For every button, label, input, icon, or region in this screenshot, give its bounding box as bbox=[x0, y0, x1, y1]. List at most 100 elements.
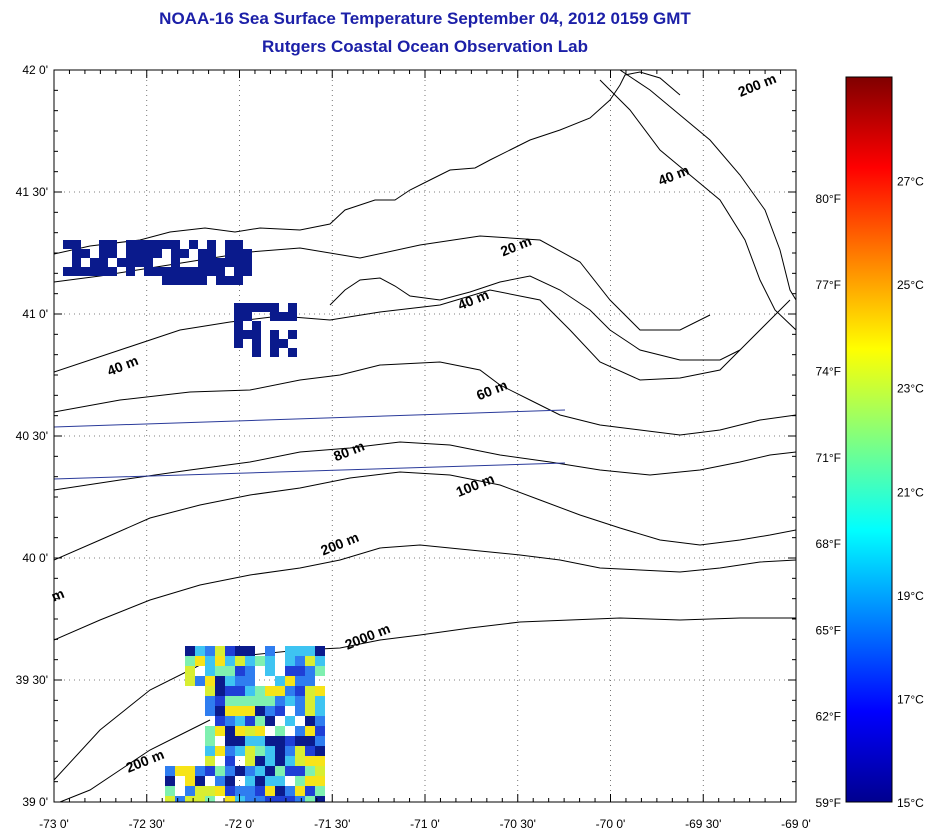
sst-pixel bbox=[225, 756, 235, 766]
sst-pixel bbox=[305, 706, 315, 716]
sst-pixel bbox=[315, 736, 325, 746]
sst-pixel bbox=[252, 321, 261, 330]
sst-pixel bbox=[162, 267, 171, 276]
sst-pixel bbox=[171, 258, 180, 267]
sst-pixel bbox=[279, 339, 288, 348]
sst-pixel bbox=[305, 736, 315, 746]
sst-pixel bbox=[245, 796, 255, 802]
contour-100m bbox=[54, 471, 796, 561]
sst-pixel bbox=[265, 716, 275, 726]
sst-pixel bbox=[185, 776, 195, 786]
sst-pixel bbox=[288, 348, 297, 357]
sst-pixel bbox=[245, 646, 255, 656]
sst-pixel bbox=[252, 348, 261, 357]
contour-200m bbox=[54, 544, 796, 641]
sst-pixel bbox=[288, 303, 297, 312]
sst-pixel bbox=[305, 696, 315, 706]
sst-pixel bbox=[215, 686, 225, 696]
lon-tick-label: -72 30' bbox=[129, 817, 165, 831]
sst-pixel bbox=[235, 716, 245, 726]
sst-pixel bbox=[225, 258, 234, 267]
sst-pixel bbox=[245, 666, 255, 676]
contour-label: 20 m bbox=[498, 233, 534, 260]
colorbar-labels: 27°C 25°C 23°C 21°C 19°C 17°C 15°C 80°F 77°F 74°F… bbox=[816, 175, 925, 810]
sst-pixel bbox=[225, 746, 235, 756]
sst-pixel bbox=[207, 249, 216, 258]
sst-pixel bbox=[81, 267, 90, 276]
sst-pixel bbox=[305, 786, 315, 796]
sst-pixel bbox=[235, 656, 245, 666]
contour-label: 2000 m bbox=[342, 620, 392, 653]
sst-pixel bbox=[295, 646, 305, 656]
sst-pixel bbox=[205, 676, 215, 686]
sst-pixel bbox=[234, 339, 243, 348]
sst-pixel bbox=[245, 716, 255, 726]
sst-pixel bbox=[99, 240, 108, 249]
colorbar-fahrenheit-label: 68°F bbox=[816, 537, 841, 551]
colorbar-fahrenheit-label: 71°F bbox=[816, 451, 841, 465]
sst-pixel bbox=[81, 249, 90, 258]
sst-pixel bbox=[215, 726, 225, 736]
sst-pixel bbox=[180, 249, 189, 258]
sst-pixel bbox=[305, 676, 315, 686]
sst-pixel bbox=[235, 706, 245, 716]
sst-pixel bbox=[195, 786, 205, 796]
lat-tick-label: 41 0' bbox=[22, 307, 48, 321]
sst-pixel bbox=[295, 656, 305, 666]
sst-pixel bbox=[285, 736, 295, 746]
sst-pixel bbox=[225, 716, 235, 726]
sst-pixel bbox=[285, 716, 295, 726]
sst-pixel bbox=[285, 786, 295, 796]
sst-pixel bbox=[235, 746, 245, 756]
sst-pixel bbox=[215, 706, 225, 716]
sst-pixel bbox=[265, 786, 275, 796]
sst-pixel bbox=[195, 646, 205, 656]
sst-pixel bbox=[265, 646, 275, 656]
sst-pixel bbox=[275, 766, 285, 776]
sst-pixel bbox=[305, 766, 315, 776]
sst-pixel bbox=[135, 258, 144, 267]
sst-pixel bbox=[225, 696, 235, 706]
sst-pixel bbox=[108, 240, 117, 249]
sst-pixel bbox=[275, 696, 285, 706]
sst-pixel bbox=[185, 766, 195, 776]
sst-pixel bbox=[126, 240, 135, 249]
sst-pixel bbox=[162, 276, 171, 285]
sst-pixel bbox=[245, 726, 255, 736]
sst-pixel bbox=[126, 249, 135, 258]
sst-pixel bbox=[205, 706, 215, 716]
sst-pixel bbox=[205, 656, 215, 666]
axis-tick-labels: -73 0' -72 30' -72 0' -71 30' -71 0' -70 30' -… bbox=[16, 63, 811, 831]
sst-pixel bbox=[275, 676, 285, 686]
sst-pixel bbox=[243, 303, 252, 312]
contour-label: 200 m bbox=[123, 746, 166, 776]
sst-pixel bbox=[285, 676, 295, 686]
sst-pixel bbox=[315, 646, 325, 656]
sst-pixel bbox=[153, 267, 162, 276]
sst-pixel bbox=[207, 258, 216, 267]
sst-pixel bbox=[255, 776, 265, 786]
map-subtitle: Rutgers Coastal Ocean Observation Lab bbox=[262, 37, 588, 56]
survey-line-north bbox=[54, 409, 566, 428]
sst-pixel bbox=[235, 766, 245, 776]
sst-pixel bbox=[245, 766, 255, 776]
sst-pixel bbox=[207, 267, 216, 276]
sst-pixel bbox=[285, 766, 295, 776]
sst-pixel bbox=[126, 258, 135, 267]
sst-pixel bbox=[245, 776, 255, 786]
axis-ticks bbox=[53, 69, 797, 803]
sst-pixel bbox=[315, 756, 325, 766]
lon-tick-label: -69 0' bbox=[781, 817, 811, 831]
sst-pixel bbox=[195, 776, 205, 786]
sst-pixel bbox=[245, 656, 255, 666]
lon-tick-label: -70 0' bbox=[596, 817, 626, 831]
sst-pixel bbox=[295, 726, 305, 736]
lon-tick-label: -73 0' bbox=[39, 817, 69, 831]
sst-pixel bbox=[234, 312, 243, 321]
sst-pixel bbox=[171, 276, 180, 285]
sst-pixel bbox=[205, 666, 215, 676]
sst-pixel bbox=[195, 676, 205, 686]
sst-pixel bbox=[255, 706, 265, 716]
sst-pixel bbox=[265, 666, 275, 676]
sst-pixel bbox=[255, 716, 265, 726]
